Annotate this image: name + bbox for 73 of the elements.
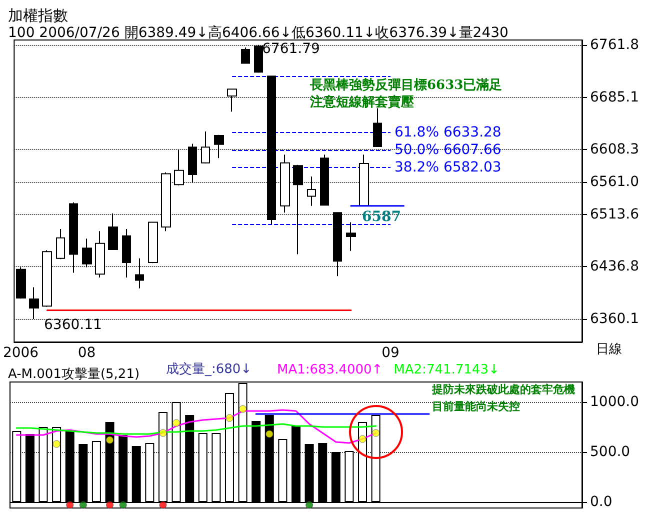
x-tick-label: 08 — [78, 345, 96, 361]
candlestick — [280, 154, 290, 214]
candlestick — [227, 88, 237, 112]
y-tick-label: 0.0 — [590, 494, 612, 510]
point — [159, 501, 167, 509]
point — [358, 435, 366, 443]
candlestick — [267, 76, 276, 225]
text: 日線 — [596, 342, 622, 357]
candlestick — [108, 212, 118, 250]
candlestick — [29, 286, 39, 320]
annotation: 提防未來跌破此處的套牢危機 — [431, 383, 575, 396]
chart-title: A-M.001攻擊量(5,21) — [8, 367, 140, 382]
point — [66, 501, 74, 509]
text: MA2:741.7143↓ — [394, 362, 500, 378]
candlestick — [214, 134, 224, 159]
candlestick — [135, 258, 144, 289]
chart-subtitle: 100 2006/07/26 開6389.49↓高6406.66↓低6360.11↓收6376.39↓量2430 — [8, 25, 508, 41]
point — [372, 429, 380, 437]
candlestick — [56, 228, 65, 260]
candlestick — [161, 172, 171, 232]
ref-line-label: 61.8% 6633.28 — [394, 124, 502, 141]
point — [79, 501, 87, 509]
point — [306, 501, 314, 509]
x-tick-label: 09 — [382, 345, 400, 361]
y-tick-label: 1000.0 — [590, 394, 639, 410]
point — [172, 419, 180, 427]
candlestick — [241, 47, 250, 64]
y-tick-label: 6608.3 — [590, 142, 639, 158]
ref-line-label: 38.2% 6582.03 — [394, 160, 502, 176]
y-tick-label: 6513.6 — [590, 206, 640, 222]
candlestick — [254, 44, 263, 74]
candlestick — [122, 228, 131, 278]
candlestick — [359, 154, 369, 206]
candlestick — [42, 250, 52, 308]
y-tick-label: 6436.8 — [590, 258, 639, 275]
candlestick — [16, 266, 26, 300]
chart-title: 加權指數 — [8, 6, 68, 24]
candlestick — [320, 154, 329, 206]
point — [106, 501, 114, 509]
annotation: 6587 — [362, 209, 401, 225]
point — [239, 405, 247, 413]
y-tick-label: 6561.0 — [590, 174, 639, 190]
candlestick — [333, 212, 342, 277]
x-tick-label: 2006 — [2, 345, 39, 361]
point — [159, 429, 167, 437]
point — [106, 436, 114, 444]
y-tick-label: 500.0 — [590, 444, 630, 460]
point — [266, 430, 274, 438]
candlestick — [95, 230, 105, 278]
candlestick — [373, 108, 382, 147]
text: MA1:683.4000↑ — [277, 362, 383, 378]
annotation: 6761.79 — [262, 41, 320, 57]
text: 成交量_:680↓ — [166, 361, 252, 377]
annotation: 長黑棒強勢反彈目標6633已滿足 — [309, 77, 502, 93]
point — [52, 440, 60, 448]
annotation: 6360.11 — [44, 317, 102, 333]
candlestick — [69, 202, 78, 274]
candlestick — [307, 176, 316, 206]
candlestick — [201, 130, 210, 164]
candlestick — [188, 143, 197, 184]
candlestick — [148, 222, 158, 264]
annotation: 注意短線解套賣壓 — [309, 94, 415, 110]
y-tick-label: 6360.1 — [590, 311, 639, 328]
point — [119, 501, 127, 509]
y-tick-label: 6685.1 — [590, 89, 639, 106]
annotation: 目前量能尚未失控 — [432, 400, 520, 413]
candlestick — [82, 238, 92, 268]
y-tick-label: 6761.8 — [590, 36, 639, 53]
candlestick — [346, 222, 356, 252]
candlestick — [293, 164, 303, 255]
point — [226, 414, 234, 422]
candlestick — [174, 149, 184, 186]
ref-line-label: 50.0% 6607.66 — [394, 142, 502, 158]
